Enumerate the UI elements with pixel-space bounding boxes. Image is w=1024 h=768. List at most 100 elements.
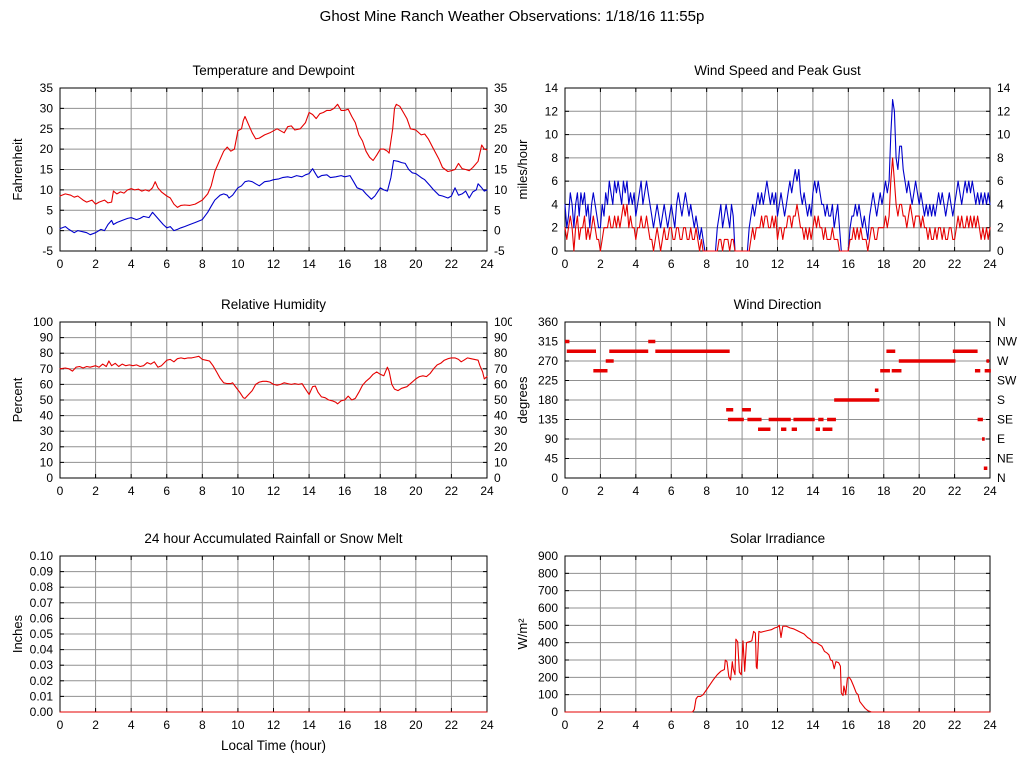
svg-text:2: 2	[551, 221, 558, 235]
svg-text:12: 12	[771, 257, 785, 271]
svg-text:70: 70	[494, 362, 508, 376]
svg-text:90: 90	[40, 331, 54, 345]
svg-text:0.02: 0.02	[30, 674, 54, 688]
svg-text:16: 16	[338, 484, 352, 498]
svg-text:60: 60	[494, 377, 508, 391]
svg-text:20: 20	[40, 440, 54, 454]
svg-text:16: 16	[842, 484, 856, 498]
svg-text:30: 30	[494, 424, 508, 438]
svg-text:16: 16	[338, 718, 352, 732]
svg-text:360: 360	[538, 315, 558, 329]
svg-text:22: 22	[445, 257, 459, 271]
svg-text:10: 10	[40, 183, 54, 197]
svg-text:35: 35	[40, 81, 54, 95]
svg-text:8: 8	[703, 257, 710, 271]
svg-text:2: 2	[597, 718, 604, 732]
svg-text:70: 70	[40, 362, 54, 376]
svg-text:0: 0	[562, 718, 569, 732]
svg-text:25: 25	[40, 122, 54, 136]
svg-text:18: 18	[877, 257, 891, 271]
temperature-dewpoint-chart: -5 -5 0 0 5 5 10 10 15 15 20 20 25 25 30 30 35 35 0 2 4 6 8 10 1…	[0, 50, 512, 300]
svg-text:5: 5	[46, 203, 53, 217]
svg-text:SW: SW	[997, 374, 1017, 388]
svg-text:SE: SE	[997, 413, 1013, 427]
svg-text:10: 10	[231, 257, 245, 271]
svg-text:0.06: 0.06	[30, 611, 54, 625]
svg-text:10: 10	[735, 257, 749, 271]
svg-text:8: 8	[199, 257, 206, 271]
svg-text:500: 500	[538, 618, 558, 632]
svg-text:-5: -5	[42, 244, 53, 258]
svg-text:10: 10	[494, 455, 508, 469]
svg-text:24: 24	[983, 484, 997, 498]
svg-text:100: 100	[494, 315, 512, 329]
svg-text:0: 0	[494, 471, 501, 485]
svg-text:0.10: 0.10	[30, 549, 54, 563]
svg-text:Solar Irradiance: Solar Irradiance	[730, 531, 825, 546]
svg-text:14: 14	[806, 257, 820, 271]
svg-text:0: 0	[997, 244, 1004, 258]
svg-text:0: 0	[494, 224, 501, 238]
svg-text:NW: NW	[997, 335, 1018, 349]
svg-text:90: 90	[494, 331, 508, 345]
svg-text:50: 50	[40, 393, 54, 407]
svg-text:8: 8	[703, 718, 710, 732]
svg-text:22: 22	[948, 718, 962, 732]
svg-text:0: 0	[57, 484, 64, 498]
svg-text:8: 8	[199, 484, 206, 498]
svg-text:0: 0	[551, 244, 558, 258]
svg-text:0: 0	[57, 718, 64, 732]
svg-text:0: 0	[551, 705, 558, 719]
svg-text:8: 8	[199, 718, 206, 732]
svg-text:300: 300	[538, 653, 558, 667]
svg-text:Relative Humidity: Relative Humidity	[221, 297, 326, 312]
svg-text:20: 20	[409, 718, 423, 732]
svg-text:0: 0	[46, 471, 53, 485]
svg-text:20: 20	[912, 484, 926, 498]
svg-text:10: 10	[735, 718, 749, 732]
svg-text:24: 24	[983, 718, 997, 732]
svg-text:18: 18	[877, 718, 891, 732]
svg-text:20: 20	[912, 718, 926, 732]
svg-text:270: 270	[538, 354, 558, 368]
svg-text:12: 12	[267, 718, 281, 732]
rainfall-chart: 0.00 0.01 0.02 0.03 0.04 0.05 0.06 0.07 0.08 0.09…	[0, 518, 512, 768]
svg-text:24: 24	[480, 718, 494, 732]
svg-text:24: 24	[480, 484, 494, 498]
svg-text:20: 20	[494, 142, 508, 156]
svg-text:200: 200	[538, 670, 558, 684]
svg-text:12: 12	[267, 484, 281, 498]
svg-text:0.01: 0.01	[30, 689, 54, 703]
svg-text:E: E	[997, 432, 1005, 446]
svg-text:100: 100	[33, 315, 53, 329]
wind-direction-chart: 0 N 45 NE 90 E 135 SE 180 S 225 SW 270 W 315 NW 360 N 0 2 4 6…	[512, 284, 1024, 534]
svg-text:315: 315	[538, 335, 558, 349]
svg-text:14: 14	[302, 718, 316, 732]
svg-text:Inches: Inches	[10, 614, 25, 653]
svg-text:5: 5	[494, 203, 501, 217]
svg-text:Percent: Percent	[10, 377, 25, 422]
svg-text:6: 6	[668, 718, 675, 732]
svg-text:14: 14	[806, 718, 820, 732]
svg-text:16: 16	[842, 257, 856, 271]
svg-text:80: 80	[40, 346, 54, 360]
svg-text:60: 60	[40, 377, 54, 391]
svg-text:2: 2	[997, 221, 1004, 235]
svg-text:22: 22	[445, 484, 459, 498]
svg-text:18: 18	[877, 484, 891, 498]
svg-text:24: 24	[480, 257, 494, 271]
svg-text:0: 0	[562, 484, 569, 498]
svg-text:14: 14	[302, 257, 316, 271]
svg-text:40: 40	[40, 409, 54, 423]
svg-text:900: 900	[538, 549, 558, 563]
wind-speed-gust-chart: 0 0 2 2 4 4 6 6 8 8 10 10 12 12 14 14 0 2 4 6 8 10 12 14 16 18 20 2…	[512, 50, 1024, 300]
svg-text:45: 45	[545, 452, 559, 466]
svg-text:10: 10	[997, 128, 1011, 142]
svg-text:-5: -5	[494, 244, 505, 258]
page-title: Ghost Mine Ranch Weather Observations: 1…	[319, 8, 705, 25]
svg-text:4: 4	[128, 257, 135, 271]
